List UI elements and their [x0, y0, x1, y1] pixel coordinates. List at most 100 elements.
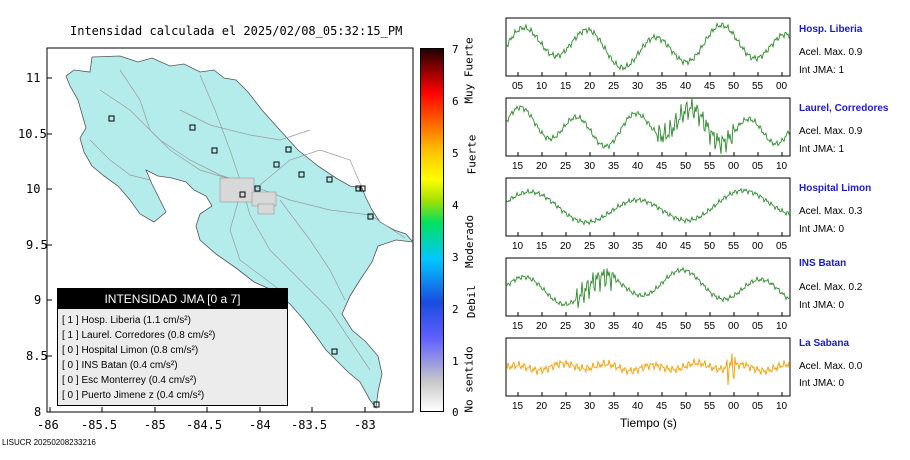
station-accel: Acel. Max. 0.2 — [799, 282, 863, 293]
station-marker — [359, 185, 366, 192]
trace-tick-label: 50 — [680, 321, 692, 332]
station-jma: Int JMA: 1 — [799, 65, 845, 76]
trace-tick-label: 45 — [704, 81, 716, 92]
x-tick-label: -84 — [249, 418, 271, 432]
trace-tick-label: 45 — [680, 241, 692, 252]
trace-tick-label: 20 — [536, 161, 548, 172]
trace-tick-label: 35 — [656, 81, 668, 92]
trace-tick-label: 30 — [584, 161, 596, 172]
trace-tick-label: 50 — [728, 81, 740, 92]
map-title: Intensidad calculada el 2025/02/08_05:32… — [70, 24, 403, 38]
trace-tick-label: 45 — [656, 161, 668, 172]
station-marker — [367, 213, 374, 220]
trace-tick-label: 20 — [536, 401, 548, 412]
trace-tick-label: 30 — [608, 241, 620, 252]
trace-tick-label: 25 — [560, 161, 572, 172]
trace-tick-label: 20 — [584, 81, 596, 92]
trace-tick-label: 35 — [608, 321, 620, 332]
trace-tick-label: 05 — [752, 401, 764, 412]
x-tick-label: -83.5 — [291, 418, 328, 432]
station-marker — [326, 176, 333, 183]
y-tick-label: 11 — [26, 71, 41, 85]
trace-tick-label: 00 — [752, 241, 764, 252]
trace-tick-label: 05 — [752, 321, 764, 332]
trace-tick-label: 00 — [728, 401, 740, 412]
station-accel: Acel. Max. 0.3 — [799, 206, 863, 217]
waveform-line — [505, 22, 791, 71]
trace-tick-label: 10 — [512, 241, 524, 252]
trace-waveforms — [505, 22, 791, 396]
colorbar-tick: 2 — [452, 303, 459, 316]
jma-intensity-box: INTENSIDAD JMA [0 a 7] [ 1 ] Hosp. Liber… — [57, 288, 288, 406]
station-markers — [108, 115, 380, 408]
station-name: Laurel, Corredores — [799, 103, 889, 114]
colorbar-label-fuerte: Fuerte — [465, 134, 479, 175]
list-item: [ 0 ] Esc Monterrey (0.4 cm/s²) — [62, 375, 197, 386]
trace-tick-label: 15 — [560, 81, 572, 92]
trace-tick-label: 55 — [704, 161, 716, 172]
list-item: [ 1 ] Laurel. Corredores (0.8 cm/s²) — [62, 330, 216, 341]
trace-tick-label: 50 — [704, 241, 716, 252]
trace-tick-label: 10 — [776, 401, 788, 412]
y-tick-label: 8.5 — [26, 349, 48, 363]
footer-id: LISUCR 20250208233216 — [2, 438, 96, 447]
colorbar-label-muy-fuerte: Muy Fuerte — [462, 37, 476, 104]
station-name: La Sabana — [799, 338, 850, 349]
trace-tick-label: 25 — [560, 401, 572, 412]
trace-tick-label: 55 — [752, 81, 764, 92]
colorbar-label-no-sentido: No sentido — [462, 346, 476, 413]
station-marker — [254, 185, 261, 192]
jma-header: INTENSIDAD JMA [0 a 7] — [58, 289, 287, 309]
colorbar-tick: 5 — [452, 147, 459, 160]
station-marker — [373, 401, 380, 408]
y-tick-label: 9.5 — [26, 238, 48, 252]
y-tick-label: 10.5 — [18, 127, 47, 141]
trace-tick-label: 05 — [752, 161, 764, 172]
jma-station-list: [ 1 ] Hosp. Liberia (1.1 cm/s²) [ 1 ] La… — [58, 309, 287, 403]
colorbar-tick: 1 — [452, 355, 459, 368]
trace-tick-label: 10 — [536, 81, 548, 92]
station-marker — [273, 161, 280, 168]
station-name: INS Batan — [799, 258, 847, 269]
station-jma: Int JMA: 0 — [799, 300, 845, 311]
station-marker — [298, 171, 305, 178]
y-tick-label: 9 — [34, 293, 42, 307]
list-item: [ 0 ] Hospital Limon (0.8 cm/s²) — [62, 345, 199, 356]
trace-tick-label: 00 — [776, 81, 788, 92]
list-item: [ 0 ] Puerto Jimene z (0.4 cm/s²) — [62, 390, 205, 401]
trace-tick-label: 45 — [656, 321, 668, 332]
trace-tick-label: 15 — [512, 321, 524, 332]
y-tick-label: 10 — [26, 182, 41, 196]
trace-tick-label: 15 — [536, 241, 548, 252]
trace-tick-label: 15 — [512, 401, 524, 412]
station-name: Hosp. Liberia — [799, 24, 863, 35]
x-tick-label: -85.5 — [81, 418, 118, 432]
colorbar-label-debil: Debil — [465, 284, 479, 319]
trace-tick-label: 40 — [632, 401, 644, 412]
time-axis-label: Tiempo (s) — [620, 416, 677, 430]
intensity-colorbar — [420, 48, 444, 412]
trace-tick-label: 05 — [776, 241, 788, 252]
trace-tick-label: 40 — [680, 81, 692, 92]
trace-tick-label: 25 — [584, 241, 596, 252]
trace-tick-label: 55 — [728, 241, 740, 252]
station-marker — [239, 191, 246, 198]
station-jma: Int JMA: 1 — [799, 144, 845, 155]
trace-tick-label: 35 — [608, 401, 620, 412]
trace-tick-label: 35 — [608, 161, 620, 172]
colorbar-tick: 3 — [452, 251, 459, 264]
x-tick-label: -83 — [354, 418, 376, 432]
trace-panels — [505, 17, 791, 397]
costa-rica-landmass — [65, 55, 414, 410]
colorbar-tick: 7 — [452, 43, 459, 56]
station-name: Hospital Limon — [799, 183, 872, 194]
trace-tick-label: 30 — [584, 401, 596, 412]
station-marker — [211, 147, 218, 154]
colorbar-tick: 6 — [452, 95, 459, 108]
trace-tick-label: 50 — [680, 161, 692, 172]
station-accel: Acel. Max. 0.9 — [799, 126, 863, 137]
waveform-line — [505, 266, 791, 308]
trace-tick-label: 15 — [512, 161, 524, 172]
trace-tick-label: 00 — [728, 321, 740, 332]
station-marker — [355, 185, 362, 192]
